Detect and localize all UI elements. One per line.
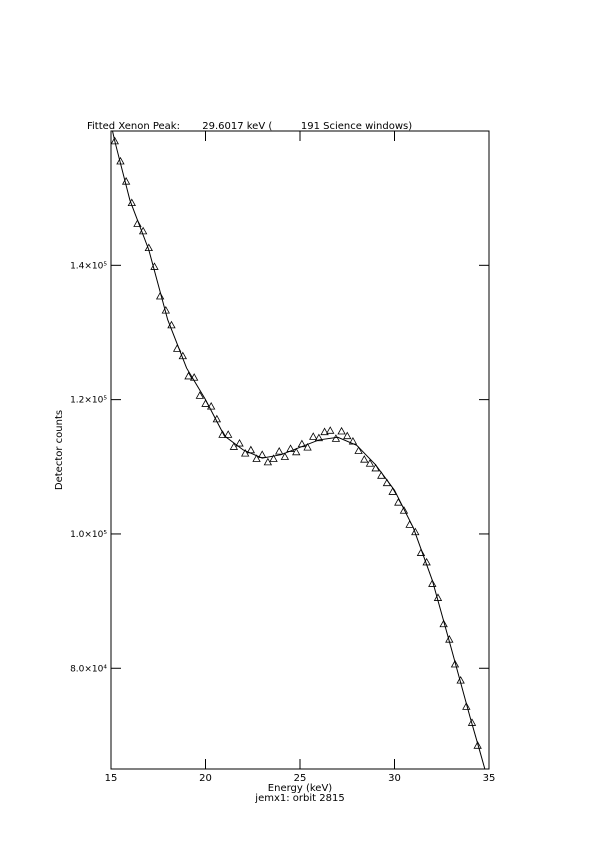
x-axis-label: Energy (keV) bbox=[268, 783, 333, 794]
fit-line bbox=[112, 131, 486, 769]
x-tick-label: 35 bbox=[483, 773, 496, 784]
data-point bbox=[195, 391, 205, 399]
data-point bbox=[320, 427, 329, 436]
data-point bbox=[292, 447, 301, 456]
y-tick-label: 1.0×10⁵ bbox=[70, 530, 107, 540]
data-point bbox=[155, 291, 165, 300]
data-point bbox=[473, 741, 482, 749]
data-point bbox=[326, 426, 335, 434]
y-tick-label: 8.0×10⁴ bbox=[70, 664, 107, 674]
x-tick-label: 15 bbox=[105, 773, 118, 784]
data-point bbox=[388, 487, 397, 495]
data-point bbox=[450, 659, 460, 668]
data-point bbox=[218, 430, 227, 438]
data-point bbox=[428, 579, 437, 587]
data-point bbox=[111, 136, 119, 145]
data-point bbox=[337, 426, 346, 435]
data-point bbox=[235, 438, 244, 447]
x-tick-label: 20 bbox=[199, 773, 212, 784]
data-point bbox=[252, 454, 261, 462]
data-point bbox=[184, 371, 193, 380]
chart-title: Fitted Xenon Peak: 29.6017 keV ( 191 Sci… bbox=[87, 121, 412, 132]
data-point bbox=[314, 433, 324, 442]
data-point bbox=[303, 442, 312, 451]
subtitle: jemx1: orbit 2815 bbox=[254, 793, 344, 804]
data-point bbox=[439, 619, 448, 628]
data-point bbox=[354, 446, 363, 454]
x-tick-label: 30 bbox=[388, 773, 401, 784]
data-point bbox=[258, 450, 267, 458]
data-point bbox=[224, 430, 233, 438]
x-tick-label: 25 bbox=[294, 773, 307, 784]
plot-area bbox=[111, 131, 486, 769]
data-point bbox=[309, 432, 318, 440]
data-point bbox=[269, 454, 278, 462]
data-point bbox=[462, 702, 471, 710]
y-tick-label: 1.2×10⁵ bbox=[70, 396, 107, 406]
data-point bbox=[411, 527, 420, 536]
data-point bbox=[343, 431, 352, 440]
data-point bbox=[206, 402, 216, 410]
data-point bbox=[399, 506, 409, 514]
y-tick-label: 1.4×10⁵ bbox=[70, 261, 107, 271]
y-axis-label: Detector counts bbox=[54, 410, 65, 490]
data-point bbox=[360, 455, 369, 463]
data-point bbox=[275, 447, 284, 455]
data-point bbox=[280, 452, 290, 460]
data-point bbox=[365, 459, 375, 467]
